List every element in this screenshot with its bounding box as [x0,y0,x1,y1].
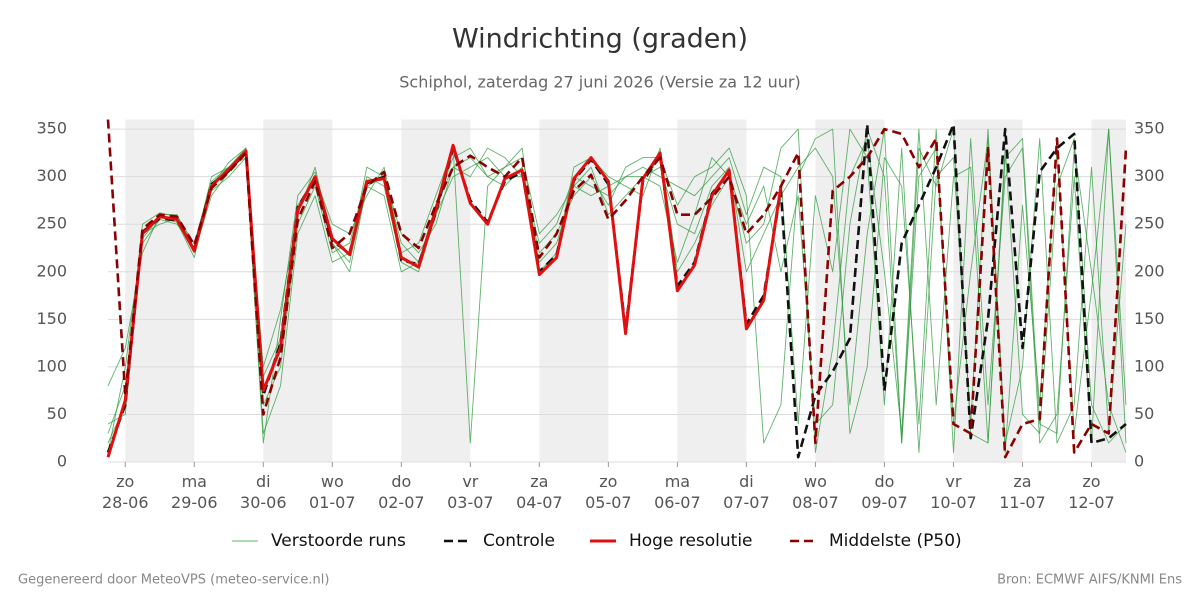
x-tick-label: do 09-07 [861,472,908,512]
ensemble-line [107,128,1127,453]
x-tick-label: ma 29-06 [171,472,218,512]
footer-left: Gegenereerd door MeteoVPS (meteo-service… [18,573,329,588]
chart-subtitle: Schiphol, zaterdag 27 juni 2026 (Versie … [399,73,800,92]
y2-tick-label: 0 [1134,452,1144,471]
x-tick-label: di 30-06 [240,472,287,512]
legend-label: Controle [483,531,555,551]
x-tick-label: vr 03-07 [447,472,494,512]
y-tick-label: 350 [36,119,67,138]
x-tick-label: zo 05-07 [585,472,632,512]
series-line [106,119,1128,459]
x-tick-label: vr 10-07 [930,472,977,512]
footer-right: Bron: ECMWF AIFS/KNMI Ens [997,573,1182,588]
y-tick-label: 200 [36,261,67,280]
y-tick-label: 100 [36,356,67,375]
y2-tick-label: 300 [1134,166,1165,185]
y-tick-label: 150 [36,309,67,328]
y2-tick-label: 150 [1134,309,1165,328]
y-tick-label: 50 [47,404,67,423]
y2-tick-label: 200 [1134,261,1165,280]
x-tick-label: zo 12-07 [1068,472,1115,512]
chart-title: Windrichting (graden) [452,24,748,55]
y2-tick-label: 50 [1134,404,1154,423]
y2-tick-label: 250 [1134,214,1165,233]
y-tick-label: 300 [36,166,67,185]
day-shade [263,119,333,462]
legend-label: Verstoorde runs [271,531,406,551]
x-tick-label: za 04-07 [516,472,563,512]
day-shade [677,119,747,462]
x-tick-label: za 11-07 [999,472,1046,512]
y-tick-label: 0 [57,452,67,471]
x-tick-label: di 07-07 [723,472,770,512]
x-tick-label: wo 01-07 [309,472,356,512]
x-tick-label: zo 28-06 [102,472,149,512]
x-tick-label: wo 08-07 [792,472,839,512]
series-line [106,143,783,458]
legend-label: Middelste (P50) [829,531,962,551]
y2-tick-label: 100 [1134,356,1165,375]
ensemble-line [107,128,1127,453]
y2-tick-label: 350 [1134,119,1165,138]
legend-label: Hoge resolutie [629,531,753,551]
x-tick-label: do 02-07 [378,472,425,512]
x-tick-label: ma 06-07 [654,472,701,512]
y-tick-label: 250 [36,214,67,233]
